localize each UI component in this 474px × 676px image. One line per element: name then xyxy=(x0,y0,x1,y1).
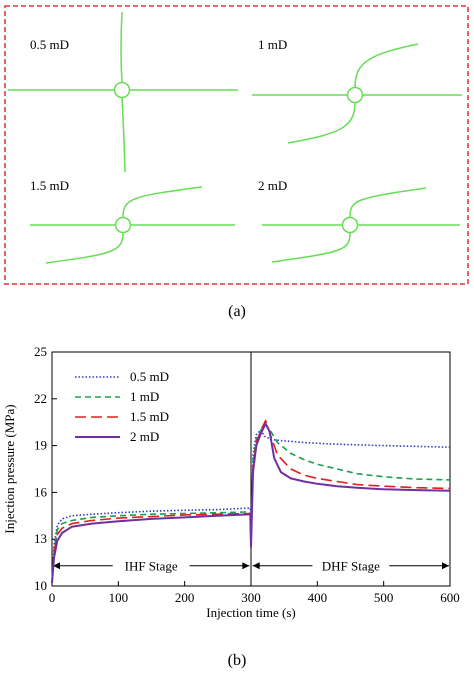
stage-arrowhead-right xyxy=(242,562,250,570)
legend: 0.5 mD 1 mD 1.5 mD 2 mD xyxy=(75,369,169,444)
legend-label: 1.5 mD xyxy=(130,409,169,424)
x-tick-label: 200 xyxy=(175,590,195,605)
case-label-0-5md: 0.5 mD xyxy=(30,37,69,52)
stage-label: IHF Stage xyxy=(125,559,178,574)
x-tick-label: 300 xyxy=(241,590,261,605)
fracture-path-1md xyxy=(252,43,462,144)
panel-a-border xyxy=(4,5,469,285)
y-tick-label: 19 xyxy=(34,438,47,453)
x-tick-label: 100 xyxy=(109,590,129,605)
y-tick-label: 22 xyxy=(34,391,47,406)
stage-arrowhead-left xyxy=(53,562,60,570)
caption-b: (b) xyxy=(228,652,247,669)
fracture-case-1md: 1 mD xyxy=(252,37,462,144)
x-tick-label: 0 xyxy=(49,590,56,605)
case-label-1-5md: 1.5 mD xyxy=(30,178,69,193)
y-axis-label: Injection pressure (MPa) xyxy=(2,404,17,533)
dhf-stage-span: DHF Stage xyxy=(252,559,449,574)
legend-label: 2 mD xyxy=(130,429,159,444)
ihf-stage-span: IHF Stage xyxy=(53,559,250,574)
stage-label: DHF Stage xyxy=(322,559,380,574)
fracture-case-1-5md: 1.5 mD xyxy=(30,178,235,264)
series-line-3 xyxy=(51,422,451,583)
x-axis-label: Injection time (s) xyxy=(206,605,296,620)
y-tick-label: 25 xyxy=(34,344,47,359)
stage-arrowhead-right xyxy=(442,562,449,570)
y-tick-label: 13 xyxy=(34,531,47,546)
fracture-path-2md xyxy=(262,187,460,263)
fracture-path-0-5md xyxy=(8,11,238,173)
x-tick-label: 600 xyxy=(440,590,460,605)
y-tick-label: 10 xyxy=(34,578,47,593)
case-label-2md: 2 mD xyxy=(258,178,287,193)
legend-label: 0.5 mD xyxy=(130,369,169,384)
fracture-case-0-5md: 0.5 mD xyxy=(8,11,238,173)
x-tick-label: 400 xyxy=(308,590,328,605)
case-label-1md: 1 mD xyxy=(258,37,287,52)
x-tick-label: 500 xyxy=(374,590,394,605)
pressure-chart: 0 100 200 300 400 500 600 10 13 16 19 22 25 Injection… xyxy=(2,344,460,620)
y-tick-label: 16 xyxy=(34,484,48,499)
stage-arrowhead-left xyxy=(252,562,260,570)
fracture-path-1-5md xyxy=(30,186,235,264)
fracture-case-2md: 2 mD xyxy=(258,178,460,263)
panel-a: 0.5 mD 1 mD 1.5 mD xyxy=(4,5,469,285)
legend-label: 1 mD xyxy=(130,389,159,404)
caption-a: (a) xyxy=(228,303,246,320)
